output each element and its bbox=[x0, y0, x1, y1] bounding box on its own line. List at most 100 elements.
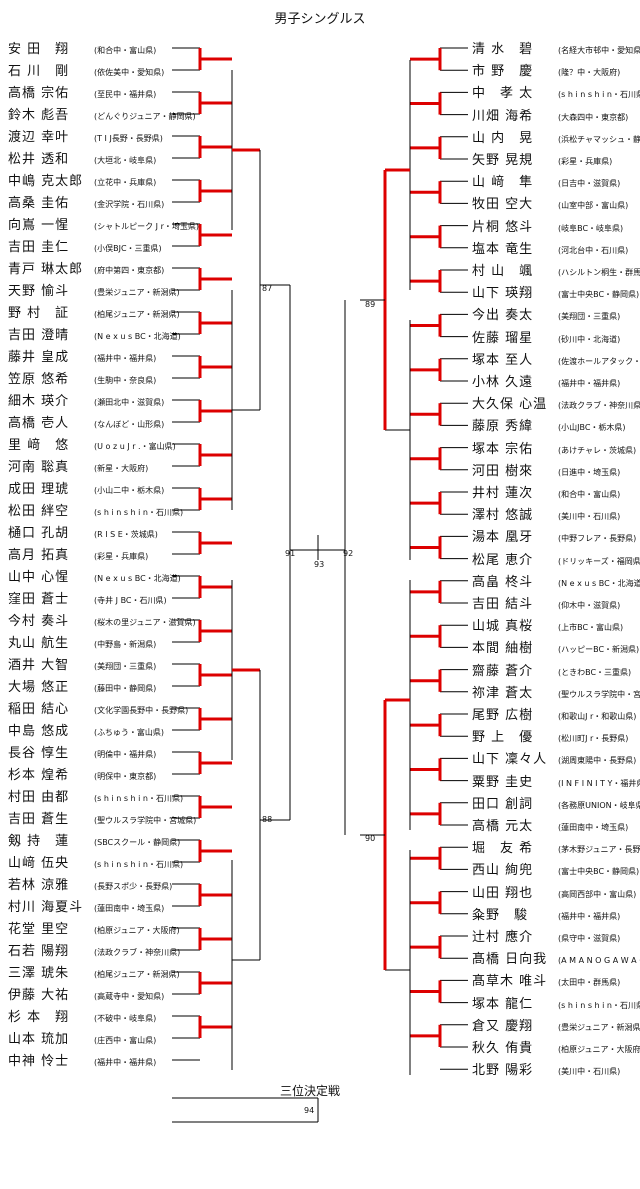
left-player-row: 大場 悠正 (藤田中・静岡県) bbox=[8, 676, 156, 696]
left-player-row: 鈴木 彪吾 (どんぐりジュニア・静岡県) bbox=[8, 104, 196, 124]
player-team: (T I J長野・長野県) bbox=[94, 134, 163, 143]
player-name: 野 上 優 bbox=[472, 730, 534, 746]
player-name: 堀 友 希 bbox=[472, 841, 534, 857]
player-name: 秋久 侑貴 bbox=[472, 1041, 534, 1056]
player-team: (湖周東陽中・長野県) bbox=[558, 756, 637, 766]
right-player-row: 塚本 宗佑 (あけチャレ・茨城県) bbox=[472, 438, 636, 458]
left-player-row: 笠原 悠希 (生駒中・奈良県) bbox=[8, 368, 156, 388]
left-player-row: 長谷 惇生 (明倫中・福井県) bbox=[8, 742, 156, 762]
player-team: (福井中・福井県) bbox=[558, 911, 621, 921]
left-player-row: 吉田 蒼生 (聖ウルスラ学院中・宮城県) bbox=[8, 808, 196, 828]
player-team: (どんぐりジュニア・静岡県) bbox=[94, 112, 196, 121]
player-name: 笠原 悠希 bbox=[8, 372, 70, 387]
right-player-row: 松尾 恵介 (ドリッキーズ・福岡県) bbox=[472, 549, 640, 569]
right-player-row: 西山 絢兜 (富士中央BC・静岡県) bbox=[472, 859, 639, 879]
player-team: (福井中・福井県) bbox=[94, 354, 157, 363]
player-team: (不破中・岐阜県) bbox=[94, 1014, 157, 1023]
player-name: 藤井 皇成 bbox=[8, 350, 70, 365]
left-player-row: 天野 愉斗 (豊栄ジュニア・新潟県) bbox=[8, 280, 180, 300]
match-number-90: 90 bbox=[365, 834, 376, 843]
right-player-row: 辻村 應介 (県守中・滋賀県) bbox=[472, 926, 620, 946]
left-player-row: 中島 悠成 (ふちゅう・富山県) bbox=[8, 720, 164, 740]
player-name: 辻村 應介 bbox=[472, 930, 534, 945]
player-team: (桜木の里ジュニア・滋賀県) bbox=[94, 618, 196, 627]
player-team: (和歌山J r・和歌山県) bbox=[558, 712, 637, 721]
player-name: 松井 透和 bbox=[8, 152, 70, 167]
player-name: 吉田 蒼生 bbox=[8, 812, 70, 827]
left-player-row: 若林 涼雅 (長野スポ少・長野県) bbox=[8, 874, 172, 894]
player-name: 山下 凜々人 bbox=[472, 752, 548, 768]
player-name: 鈴木 彪吾 bbox=[8, 108, 70, 123]
player-team: (小山JBC・栃木県) bbox=[558, 423, 626, 433]
player-name: 剱 持 蓮 bbox=[8, 834, 70, 849]
player-name: 向嶌 一惺 bbox=[8, 218, 70, 233]
right-player-row: 吉田 結斗 (仰木中・滋賀県) bbox=[472, 593, 620, 613]
player-team: (ときわBC・三重県) bbox=[558, 667, 632, 677]
player-name: 祢津 蒼太 bbox=[472, 685, 534, 701]
right-player-row: 井村 蓮次 (和合中・富山県) bbox=[472, 482, 620, 502]
left-player-row: 山中 心惺 (N e x u s BC・北海道) bbox=[8, 566, 181, 586]
player-team: (藤田中・静岡県) bbox=[94, 684, 157, 693]
player-team: (明倫中・福井県) bbox=[94, 750, 157, 759]
left-player-row: 細木 瑛介 (瀬田北中・滋賀県) bbox=[8, 390, 164, 410]
player-team: (福井中・福井県) bbox=[558, 379, 621, 388]
player-name: 牧田 空大 bbox=[472, 197, 534, 213]
player-name: 小林 久遠 bbox=[472, 375, 534, 390]
player-team: (N e x u s BC・北海道) bbox=[558, 578, 640, 588]
third-place-title: 三位決定戦 bbox=[280, 1084, 341, 1098]
right-player-row: 湯本 凰牙 (中野フレア・長野県) bbox=[472, 526, 636, 546]
right-player-row: 秋久 侑貴 (柏原ジュニア・大阪府) bbox=[472, 1037, 640, 1057]
player-name: 髙橋 日向我 bbox=[472, 952, 548, 968]
player-team: (中野フレア・長野県) bbox=[558, 534, 637, 544]
player-name: 若林 涼雅 bbox=[8, 878, 70, 893]
player-name: 杉本 煌希 bbox=[8, 768, 70, 783]
right-player-row: 今出 奏太 (美翔団・三重県) bbox=[472, 304, 620, 324]
player-name: 村 山 颯 bbox=[472, 264, 534, 279]
player-team: (ハシルトン桐生・群馬県) bbox=[558, 268, 640, 277]
player-team: (佐渡ホールアタック・新潟県) bbox=[558, 356, 640, 366]
right-player-row: 河田 樹來 (日進中・埼玉県) bbox=[472, 460, 620, 480]
left-player-row: 丸山 航生 (中野島・新潟県) bbox=[8, 632, 156, 652]
player-team: (県守中・滋賀県) bbox=[558, 934, 621, 943]
left-player-row: 高月 拓真 (彩星・兵庫県) bbox=[8, 544, 148, 564]
player-name: 石 川 剛 bbox=[8, 64, 70, 79]
player-name: 吉田 圭仁 bbox=[8, 240, 70, 255]
player-team: (美翔団・三重県) bbox=[94, 662, 157, 671]
left-player-row: 酒井 大智 (美翔団・三重県) bbox=[8, 654, 156, 674]
player-name: 細木 瑛介 bbox=[8, 394, 70, 409]
player-name: 高月 拓真 bbox=[8, 548, 70, 563]
player-team: (生駒中・奈良県) bbox=[94, 376, 157, 385]
left-player-row: 高橋 宗佑 (至民中・福井県) bbox=[8, 82, 156, 102]
player-name: 田口 創詞 bbox=[472, 796, 534, 812]
player-team: (浜松チャマッシュ・静岡県) bbox=[558, 134, 640, 144]
right-player-row: 中 孝 太 (s h i n s h i n・石川県) bbox=[472, 82, 640, 102]
player-name: 窪田 蒼士 bbox=[8, 592, 70, 607]
player-team: (R I S E・茨城県) bbox=[94, 530, 158, 539]
player-name: 高桑 圭佑 bbox=[8, 196, 70, 211]
player-team: (立花中・兵庫県) bbox=[94, 178, 157, 187]
player-team: (s h i n s h i n・石川県) bbox=[558, 90, 640, 100]
player-name: 山下 瑛翔 bbox=[472, 286, 534, 302]
player-name: 河田 樹來 bbox=[472, 463, 534, 479]
right-player-row: 祢津 蒼太 (聖ウルスラ学院中・宮城県) bbox=[472, 682, 640, 702]
player-team: (柏尾ジュニア・新潟県) bbox=[94, 970, 180, 979]
player-team: (松川町J r・長野県) bbox=[558, 734, 629, 744]
player-name: 吉田 結斗 bbox=[472, 597, 534, 612]
player-name: 渡辺 幸叶 bbox=[8, 130, 70, 145]
right-player-row: 山下 瑛翔 (富士中央BC・静岡県) bbox=[472, 282, 639, 302]
player-team: (至民中・福井県) bbox=[94, 90, 157, 99]
player-team: (ドリッキーズ・福岡県) bbox=[558, 556, 640, 566]
player-team: (大垣北・岐阜県) bbox=[94, 156, 157, 165]
right-player-row: 市 野 慶 (隆？中・大阪府) bbox=[472, 60, 620, 80]
player-team: (小俣BJC・三重県) bbox=[94, 244, 162, 253]
left-player-row: 安 田 翔 (和合中・富山県) bbox=[8, 38, 156, 58]
player-name: 野 村 証 bbox=[8, 306, 70, 321]
player-team: (明保中・東京都) bbox=[94, 772, 157, 781]
right-player-row: 澤村 悠誠 (美川中・石川県) bbox=[472, 504, 620, 524]
player-team: (s h i n s h i n・石川県) bbox=[94, 860, 184, 869]
player-team: (美川中・石川県) bbox=[558, 512, 621, 522]
player-team: (府中第四・東京都) bbox=[94, 266, 165, 275]
right-player-row: 倉又 慶翔 (豊栄ジュニア・新潟県) bbox=[472, 1015, 640, 1035]
player-name: 村田 由都 bbox=[8, 790, 70, 805]
right-player-row: 大久保 心温 (法政クラブ・神奈川県) bbox=[472, 393, 640, 413]
